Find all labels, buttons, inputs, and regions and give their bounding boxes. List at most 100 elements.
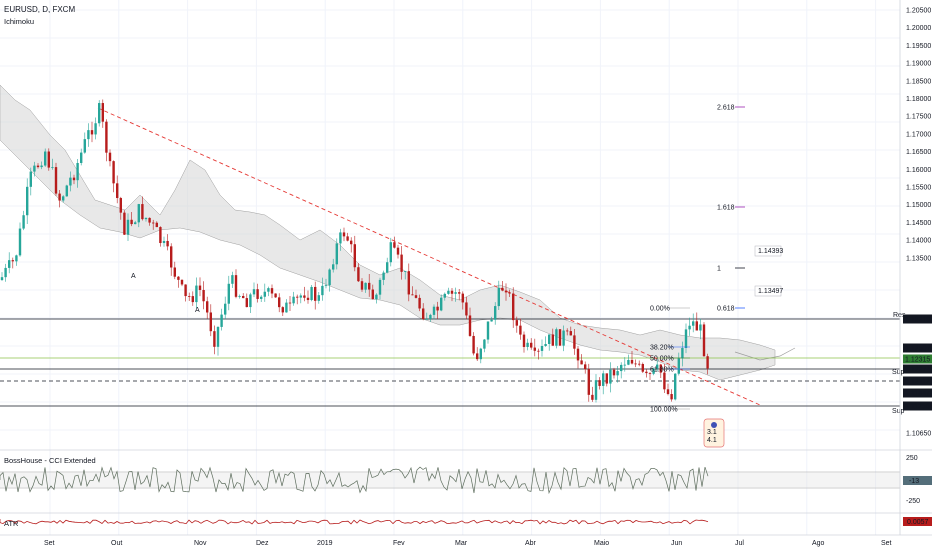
candle-body (260, 296, 263, 299)
candle-body (54, 167, 58, 194)
candle-body (447, 290, 450, 294)
overlays: 0.00% 38.20% 50.00% 61.80% 100.00% 2.618 1.618… (131, 105, 906, 448)
y-tick-label: 1.17000 (906, 131, 931, 138)
candle-body (468, 315, 472, 336)
candle-body (400, 254, 403, 272)
candle-body (26, 186, 29, 216)
candle-body (666, 389, 670, 395)
candle-body (674, 373, 677, 400)
fib-label: 38.20% (650, 345, 674, 352)
price-tag-value: 1.12274 (905, 367, 930, 374)
candle-body (242, 295, 245, 299)
x-tick-label: Fev (393, 540, 405, 547)
candle-body (296, 296, 299, 298)
candle-body (360, 281, 364, 290)
cci-value: -13 (909, 478, 919, 485)
candle-body (627, 359, 630, 365)
y-tick-label: 1.16000 (906, 167, 931, 174)
candle-body (573, 335, 576, 349)
y-tick-label: 1.14500 (906, 220, 931, 227)
candle-body (198, 285, 202, 290)
atr-title: ATR (4, 519, 19, 528)
x-tick-label: Dez (256, 540, 269, 547)
candle-body (580, 360, 583, 365)
candle-body (252, 289, 256, 295)
candle-body (166, 240, 169, 247)
candle-body (609, 369, 612, 384)
candle-body (105, 121, 108, 153)
candle-body (566, 330, 569, 332)
y-tick-label: 1.19000 (906, 61, 931, 68)
badge-value: 4.1 (707, 437, 717, 444)
candle-body (418, 297, 421, 309)
price-tag (903, 388, 932, 398)
candle-body (238, 295, 241, 297)
candle-body (562, 330, 565, 346)
candle-body (472, 335, 475, 354)
candle-body (598, 380, 601, 386)
candle-body (285, 302, 288, 313)
candle-body (44, 151, 47, 166)
candle-body (292, 296, 295, 304)
price-tag-value: 1.12507 (905, 346, 930, 353)
extension-ratio: 1 (717, 266, 721, 273)
fib-label: 100.00% (650, 407, 678, 414)
candle-body (393, 242, 396, 248)
candle-body (234, 275, 238, 297)
candle-body (159, 227, 162, 244)
candle-body (137, 204, 140, 223)
candle-body (213, 331, 216, 347)
candle-body (65, 185, 68, 197)
candle-body (605, 373, 608, 384)
candle-body (620, 364, 623, 372)
candle-body (314, 286, 317, 301)
candle-body (76, 162, 79, 181)
candle-body (602, 373, 605, 386)
candle-body (389, 242, 392, 263)
price-tag (903, 401, 932, 411)
candle-body (638, 363, 641, 365)
candle-body (386, 262, 389, 273)
candle-body (476, 353, 479, 360)
candle-body (270, 288, 274, 294)
candle-body (126, 219, 130, 235)
signal-marker: A (131, 273, 136, 280)
candle-body (702, 324, 706, 357)
candle-body (249, 294, 252, 308)
candle-body (184, 284, 187, 297)
candle-body (371, 289, 374, 300)
extension-price: 1.13497 (758, 288, 783, 295)
cci-tick: -250 (906, 498, 920, 505)
price-tag (903, 376, 932, 386)
candle-body (407, 271, 410, 295)
candle-body (18, 228, 22, 256)
candle-body (51, 167, 54, 168)
candle-body (548, 334, 551, 345)
candle-body (684, 329, 688, 348)
fib-label: 0.00% (650, 306, 670, 313)
candle-body (152, 222, 155, 224)
cci-line (0, 466, 709, 495)
price-tag (903, 354, 932, 364)
candle-body (515, 320, 518, 326)
candle-body (569, 331, 572, 336)
candle-body (11, 260, 14, 262)
level-label-sup: Sup (892, 408, 905, 415)
candle-body (83, 139, 86, 153)
candle-body (155, 222, 158, 228)
candle-body (306, 297, 310, 301)
candle-body (119, 198, 122, 213)
candle-body (36, 165, 40, 168)
candle-body (699, 324, 702, 331)
candle-body (206, 301, 209, 313)
candle-body (47, 151, 50, 168)
y-tick-label: 1.13500 (906, 255, 931, 262)
candle-body (40, 165, 43, 168)
candle-body (378, 279, 382, 295)
price-tag-value: 1.13219 (905, 317, 930, 324)
x-tick-label: Mar (455, 540, 468, 547)
grid (0, 0, 900, 535)
y-tick-label: 1.20000 (906, 25, 931, 32)
candle-body (245, 298, 248, 308)
sub-panes (0, 449, 932, 536)
